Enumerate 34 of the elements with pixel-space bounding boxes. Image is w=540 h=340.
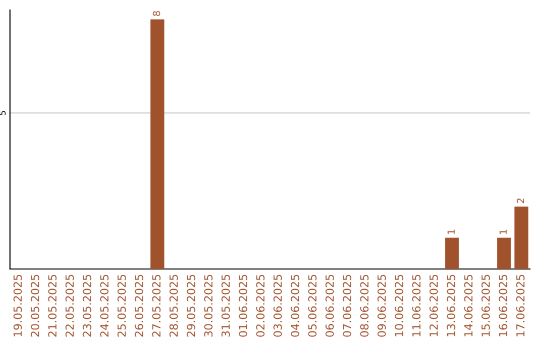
data-label: 1 [448,230,455,234]
x-tick-label: 10.06.2025 [394,274,404,336]
x-tick-label: 30.05.2025 [204,274,213,337]
x-tick-label: 23.05.2025 [82,274,92,337]
x-tick-label: 17.06.2025 [516,274,525,336]
x-tick-label: 25.05.2025 [117,274,126,337]
x-tick-label: 14.06.2025 [464,274,473,336]
x-tick-label: 20.05.2025 [30,274,40,337]
x-tick-label: 22.05.2025 [65,274,74,337]
x-tick-label: 28.05.2025 [169,274,178,337]
x-tick-label: 29.05.2025 [186,274,196,337]
x-tick-label: 03.06.2025 [273,274,282,337]
x-tick-label: 13.06.2025 [446,274,456,336]
x-tick-label: 21.05.2025 [48,274,57,337]
x-tick-label: 15.06.2025 [481,274,490,336]
x-tick-label: 05.06.2025 [308,274,317,337]
x-tick-label: 24.05.2025 [100,274,109,337]
x-tick-label: 27.05.2025 [152,274,161,337]
x-tick-label: 19.05.2025 [13,274,22,336]
x-tick-label: 12.06.2025 [429,274,438,336]
data-label: 2 [516,198,524,204]
x-tick-label: 01.06.2025 [238,274,248,337]
data-label: 8 [152,11,160,16]
x-tick-label: 26.05.2025 [134,274,144,337]
x-tick-label: 16.06.2025 [498,274,508,336]
x-tick-label: 02.06.2025 [256,274,265,337]
x-tick-label: 09.06.2025 [377,274,386,337]
x-tick-label: 08.06.2025 [360,274,369,337]
x-tick-label: 06.06.2025 [325,274,334,337]
x-tick-label: 31.05.2025 [221,274,230,337]
x-tick-label: 07.06.2025 [342,274,352,337]
x-tick-label: 04.06.2025 [290,274,300,337]
data-label: 1 [500,230,507,234]
x-tick-label: 11.06.2025 [412,274,421,336]
